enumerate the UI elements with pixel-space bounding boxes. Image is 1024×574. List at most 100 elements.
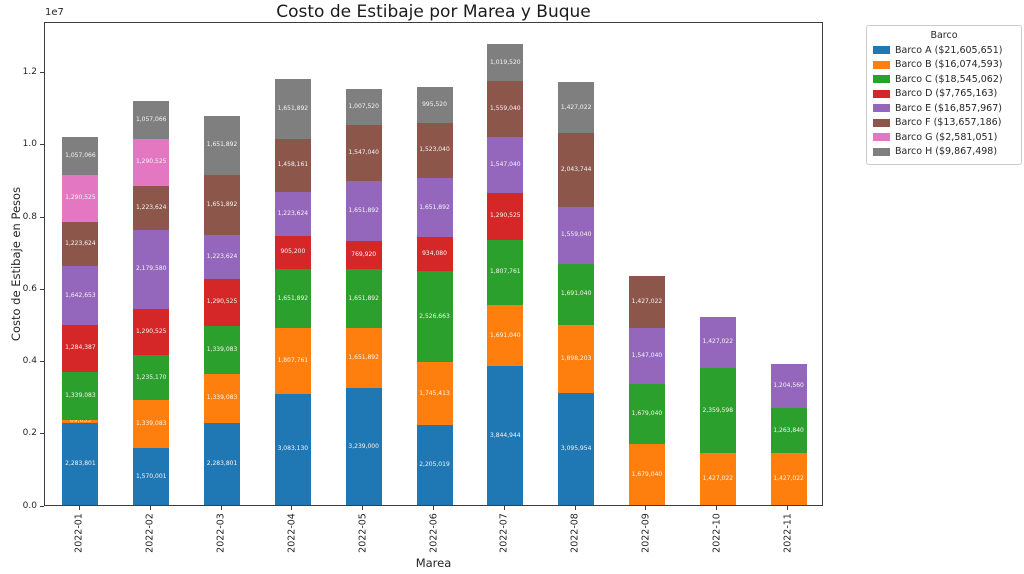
x-tick-mark — [716, 506, 718, 510]
bar-segment-barco-c: 2,359,598 — [699, 368, 736, 454]
bar-segment-barco-h: 1,651,892 — [204, 115, 241, 176]
x-tick-mark — [787, 506, 789, 510]
bar-segment-barco-c: 1,691,040 — [558, 263, 595, 325]
bar-segment-barco-h: 1,057,066 — [133, 101, 170, 140]
x-tick-label: 2022-01 — [73, 513, 85, 553]
bar-2022-02: 1,570,001 1,339,083 1,235,170 1,290,525 2,17… — [133, 21, 170, 505]
bar-2022-05: 3,239,000 1,651,892 1,651,892 769,920 1,651,… — [345, 21, 382, 505]
bar-segment-label: 1,458,161 — [277, 161, 309, 169]
bar-segment-barco-f: 1,223,624 — [62, 221, 99, 266]
bar-segment-barco-e: 1,651,892 — [345, 181, 382, 241]
x-tick-label: 2022-03 — [215, 513, 227, 553]
bar-segment-barco-h: 1,057,066 — [62, 136, 99, 176]
bar-segment-label: 1,235,170 — [135, 373, 167, 381]
x-tick-label: 2022-11 — [781, 513, 793, 553]
bar-segment-label: 1,290,525 — [490, 212, 521, 220]
barco-e-swatch-icon — [873, 104, 890, 113]
bar-segment-label: 1,427,022 — [631, 298, 663, 306]
bar-segment-label: 3,844,944 — [490, 431, 521, 439]
bar-segment-label: 1,007,520 — [348, 103, 379, 111]
barco-a-swatch-icon — [873, 46, 890, 55]
bar-segment-label: 995,520 — [422, 100, 447, 108]
x-tick-mark — [78, 506, 80, 510]
bar-segment-barco-h: 1,007,520 — [345, 88, 382, 126]
bar-segment-barco-f: 1,651,892 — [204, 175, 241, 235]
x-tick-mark — [149, 506, 151, 510]
x-tick-label: 2022-04 — [286, 513, 298, 553]
bar-segment-label: 3,239,000 — [348, 442, 379, 450]
bar-segment-barco-c: 1,651,892 — [274, 268, 311, 329]
bar-segment-barco-d: 1,284,387 — [62, 325, 99, 372]
bar-segment-barco-e: 2,179,580 — [133, 229, 170, 309]
x-tick-label: 2022-09 — [640, 513, 652, 553]
bar-segment-label: 1,679,040 — [631, 470, 663, 478]
y-tick-mark — [40, 505, 44, 507]
bar-segment-label: 2,205,019 — [419, 461, 450, 469]
barco-h-swatch-icon — [873, 147, 890, 156]
bar-segment-barco-b: 1,339,083 — [133, 399, 170, 449]
bar-segment-barco-b: 1,691,040 — [487, 305, 524, 367]
y-tick-mark — [40, 216, 44, 218]
x-tick-mark — [220, 506, 222, 510]
bar-segment-barco-c: 1,235,170 — [133, 355, 170, 400]
legend-item-label: Barco A ($21,605,651) — [895, 44, 1003, 56]
chart-title: Costo de Estibaje por Marea y Buque — [276, 2, 591, 22]
bar-2022-08: 3,095,954 1,898,203 1,691,040 1,559,040 2,04… — [558, 21, 595, 505]
bar-segment-label: 1,745,413 — [419, 389, 450, 397]
bar-segment-barco-f: 2,043,744 — [558, 133, 595, 208]
bar-segment-barco-e: 1,547,040 — [487, 137, 524, 194]
bar-segment-label: 3,095,954 — [560, 445, 592, 453]
x-tick-label: 2022-07 — [498, 513, 510, 553]
bar-segment-label: 1,223,624 — [135, 203, 167, 211]
y-axis-label: Costo de Estibaje en Pesos — [9, 186, 23, 342]
y-tick-mark — [40, 144, 44, 146]
legend-item-label: Barco F ($13,657,186) — [895, 117, 1002, 129]
barco-d-swatch-icon — [873, 89, 890, 98]
bar-segment-barco-f: 1,559,040 — [487, 80, 524, 138]
bar-segment-barco-h: 1,019,520 — [487, 44, 524, 81]
bar-segment-label: 1,057,066 — [65, 152, 96, 160]
y-tick-label: 1.0 — [22, 139, 37, 150]
x-tick-label: 2022-02 — [144, 513, 156, 553]
y-tick-mark — [40, 361, 44, 363]
bar-segment-barco-e: 1,651,892 — [416, 177, 453, 238]
bar-2022-06: 2,205,019 1,745,413 2,526,663 934,080 1,651,… — [416, 21, 453, 505]
bar-segment-barco-b: 1,807,761 — [274, 328, 311, 394]
legend-item-barco-f: Barco F ($13,657,186) — [873, 116, 1015, 131]
bar-segment-label: 1,523,040 — [419, 146, 450, 154]
bar-segment-barco-b: 69,033 — [62, 418, 99, 424]
bar-segment-label: 1,547,040 — [631, 351, 663, 359]
bar-segment-barco-c: 2,526,663 — [416, 271, 453, 363]
bar-segment-label: 1,898,203 — [560, 354, 592, 362]
bar-segment-barco-g: 1,290,525 — [133, 139, 170, 186]
bar-segment-label: 1,559,040 — [560, 231, 592, 239]
legend-item-barco-d: Barco D ($7,765,163) — [873, 87, 1015, 102]
bar-segment-label: 1,427,022 — [702, 338, 734, 346]
bar-segment-label: 1,651,892 — [206, 201, 238, 209]
plot-area: 2,283,801 69,033 1,339,083 1,284,387 1,642,6… — [44, 22, 823, 506]
bar-segment-barco-h: 1,651,892 — [274, 79, 311, 140]
bar-segment-barco-d: 1,290,525 — [204, 279, 241, 326]
bar-segment-barco-a: 2,283,801 — [204, 422, 241, 505]
bar-segment-barco-a: 3,083,130 — [274, 393, 311, 505]
bar-segment-label: 1,339,083 — [206, 394, 238, 402]
bar-segment-barco-f: 1,547,040 — [345, 125, 382, 182]
bar-segment-barco-b: 1,427,022 — [770, 453, 807, 505]
legend-item-label: Barco G ($2,581,051) — [895, 131, 998, 143]
legend-item-barco-b: Barco B ($16,074,593) — [873, 58, 1015, 73]
bar-segment-barco-a: 2,283,801 — [62, 422, 99, 505]
bar-2022-09: 1,679,040 1,679,040 1,547,040 1,427,022 — [628, 21, 665, 505]
x-tick-mark — [574, 506, 576, 510]
bar-segment-barco-b: 1,679,040 — [628, 444, 665, 505]
legend-item-label: Barco H ($9,867,498) — [895, 146, 998, 158]
y-tick-label: 0.4 — [22, 356, 37, 367]
bar-segment-label: 1,651,892 — [206, 141, 238, 149]
bar-segment-label: 1,651,892 — [277, 105, 309, 113]
x-axis-label: Marea — [415, 556, 452, 570]
bar-2022-07: 3,844,944 1,691,040 1,807,761 1,290,525 1,54… — [487, 21, 524, 505]
bar-segment-label: 1,651,892 — [348, 294, 379, 302]
bar-segment-label: 2,359,598 — [702, 406, 734, 414]
bar-segment-label: 934,080 — [422, 250, 447, 258]
bar-segment-barco-e: 1,204,560 — [770, 364, 807, 408]
